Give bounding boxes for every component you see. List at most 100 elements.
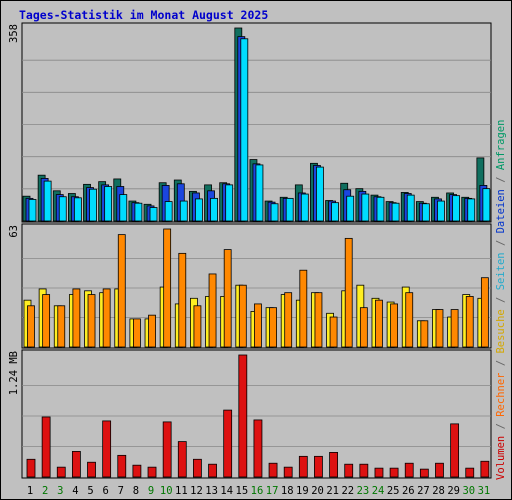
bar-rechner-day-5: [87, 294, 96, 348]
bar-volumen-day-7: [117, 454, 127, 478]
bar-rechner-day-23: [359, 307, 368, 348]
legend-entry: Besuche: [495, 309, 507, 353]
bar-seiten-day-3: [58, 196, 67, 222]
legend-entry: Volumen: [495, 436, 507, 480]
legend-entry: /: [495, 233, 507, 252]
legend-entry: /: [495, 354, 507, 373]
bar-seiten-day-1: [28, 199, 37, 222]
bar-volumen-day-9: [147, 466, 157, 478]
bar-volumen-day-24: [374, 467, 384, 478]
bar-volumen-day-30: [465, 467, 475, 478]
bar-seiten-day-8: [134, 202, 143, 222]
bar-seiten-day-24: [376, 196, 385, 222]
x-tick-label-7: 7: [118, 485, 124, 497]
legend-entry: Dateien: [495, 189, 507, 233]
bar-volumen-day-19: [298, 455, 308, 478]
bar-volumen-day-11: [177, 441, 187, 478]
bar-seiten-day-16: [255, 164, 264, 222]
bar-rechner-day-19: [299, 269, 308, 348]
bar-rechner-day-13: [208, 273, 217, 348]
legend-entry: /: [495, 417, 507, 436]
bar-volumen-day-5: [87, 461, 96, 478]
bar-volumen-day-12: [193, 458, 202, 478]
bar-volumen-day-27: [419, 468, 429, 478]
bar-seiten-day-26: [406, 194, 415, 222]
bar-seiten-day-20: [316, 166, 324, 222]
bar-volumen-day-4: [71, 451, 81, 478]
x-tick-label-19: 19: [296, 485, 309, 497]
bar-rechner-day-26: [405, 292, 414, 348]
x-tick-label-5: 5: [87, 485, 93, 497]
bar-volumen-day-10: [162, 421, 172, 478]
bar-volumen-day-21: [329, 451, 338, 478]
bar-seiten-day-5: [89, 188, 97, 222]
x-tick-label-17: 17: [266, 485, 279, 497]
legend-entry: Rechner: [495, 373, 507, 417]
bar-volumen-day-16: [253, 419, 263, 478]
x-tick-label-3: 3: [57, 485, 63, 497]
y-max-label: 358: [8, 24, 20, 43]
bar-seiten-day-25: [391, 202, 400, 222]
bar-seiten-day-23: [361, 193, 370, 222]
bar-volumen-day-3: [56, 466, 66, 478]
bar-rechner-day-25: [390, 303, 399, 348]
bar-seiten-day-22: [346, 195, 355, 222]
bar-seiten-day-14: [225, 184, 234, 222]
bar-volumen-day-17: [268, 462, 278, 478]
panel-3: 1.24 MB: [8, 349, 492, 479]
bar-seiten-day-2: [43, 180, 52, 222]
bar-volumen-day-31: [480, 460, 490, 478]
bar-rechner-day-18: [284, 292, 293, 348]
bar-rechner-day-16: [254, 303, 262, 348]
bar-seiten-day-30: [467, 198, 476, 222]
bar-volumen-day-2: [41, 416, 51, 478]
x-tick-label-13: 13: [205, 485, 218, 497]
x-tick-label-28: 28: [432, 485, 445, 497]
x-tick-label-21: 21: [326, 485, 339, 497]
x-tick-label-30: 30: [462, 485, 475, 497]
bar-volumen-day-23: [359, 463, 369, 478]
bar-volumen-day-22: [344, 463, 354, 478]
bar-rechner-day-17: [269, 307, 277, 348]
bar-volumen-day-14: [223, 409, 233, 478]
x-tick-label-15: 15: [236, 485, 249, 497]
x-tick-label-27: 27: [417, 485, 430, 497]
legend-entry: /: [495, 290, 507, 309]
bar-rechner-day-20: [314, 292, 323, 348]
x-tick-label-31: 31: [478, 485, 491, 497]
legend-entry: /: [495, 170, 507, 189]
bar-rechner-day-10: [163, 228, 172, 348]
bar-rechner-day-7: [117, 234, 126, 348]
chart-title: Tages-Statistik im Monat August 2025: [19, 8, 268, 22]
bar-volumen-day-6: [102, 420, 112, 478]
x-tick-label-11: 11: [175, 485, 188, 497]
x-tick-label-4: 4: [72, 485, 78, 497]
bar-seiten-day-11: [179, 200, 188, 222]
x-tick-label-9: 9: [148, 485, 154, 497]
bar-rechner-day-8: [132, 318, 141, 348]
bar-seiten-day-27: [421, 203, 430, 222]
bar-seiten-day-15: [240, 38, 249, 222]
x-tick-label-12: 12: [190, 485, 203, 497]
bar-seiten-day-10: [164, 201, 173, 222]
y-max-label: 1.24 MB: [8, 351, 20, 395]
x-tick-label-8: 8: [133, 485, 139, 497]
legend-entry: Anfragen: [495, 120, 507, 171]
bar-volumen-day-26: [404, 462, 414, 478]
bar-seiten-day-4: [73, 197, 82, 222]
bar-volumen-day-20: [314, 455, 323, 478]
bar-rechner-day-1: [27, 305, 35, 348]
x-tick-label-16: 16: [251, 485, 264, 497]
bar-rechner-day-15: [238, 284, 247, 348]
bar-seiten-day-31: [482, 188, 491, 222]
x-tick-label-14: 14: [220, 485, 233, 497]
bar-seiten-day-19: [300, 193, 309, 222]
bar-seiten-day-18: [285, 197, 294, 222]
panel-2: 63: [8, 223, 492, 349]
bar-rechner-day-21: [329, 316, 338, 348]
bar-seiten-day-12: [195, 198, 203, 222]
bar-rechner-day-11: [178, 252, 187, 348]
bar-rechner-day-29: [450, 309, 459, 348]
bar-seiten-day-28: [437, 200, 445, 222]
